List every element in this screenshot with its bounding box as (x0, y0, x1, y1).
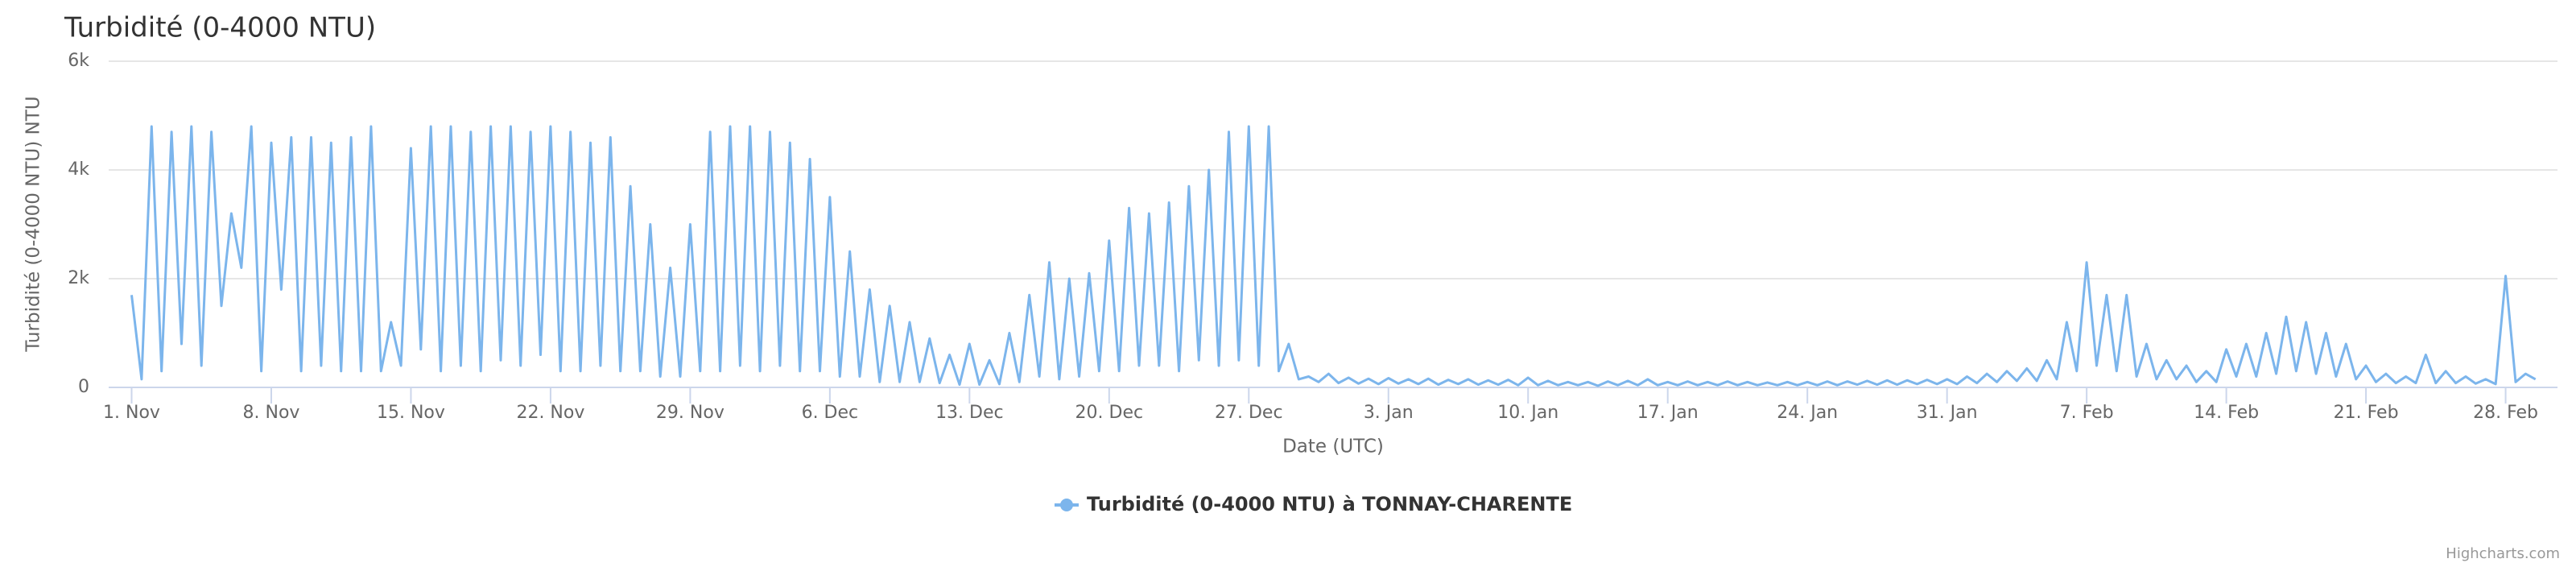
x-tick-label: 28. Feb (2473, 403, 2538, 423)
y-tick-label: 6k (68, 51, 89, 71)
x-tick-label: 20. Dec (1075, 403, 1144, 423)
x-tick-label: 14. Feb (2194, 403, 2259, 423)
x-tick-label: 17. Jan (1637, 403, 1699, 423)
x-tick-label: 22. Nov (516, 403, 584, 423)
y-axis-title: Turbidité (0-4000 NTU) NTU (23, 96, 44, 352)
x-tick-label: 13. Dec (935, 403, 1004, 423)
x-tick-label: 1. Nov (103, 403, 160, 423)
x-tick-label: 29. Nov (656, 403, 724, 423)
x-tick-label: 21. Feb (2334, 403, 2399, 423)
x-tick-label: 6. Dec (802, 403, 859, 423)
x-tick-label: 3. Jan (1364, 403, 1414, 423)
x-tick-label: 27. Dec (1215, 403, 1283, 423)
y-tick-label: 2k (68, 268, 89, 288)
x-tick-label: 15. Nov (377, 403, 445, 423)
y-tick-label: 0 (78, 377, 89, 397)
x-tick-label: 24. Jan (1777, 403, 1838, 423)
legend-label[interactable]: Turbidité (0-4000 NTU) à TONNAY-CHARENTE (1087, 493, 1572, 515)
chart-title: Turbidité (0-4000 NTU) (64, 12, 376, 44)
x-tick-label: 7. Feb (2060, 403, 2114, 423)
legend-symbol (1060, 499, 1073, 511)
x-axis-title: Date (UTC) (1282, 437, 1384, 457)
y-tick-label: 4k (68, 159, 89, 180)
x-tick-label: 8. Nov (243, 403, 300, 423)
x-tick-label: 31. Jan (1917, 403, 1978, 423)
credits: Highcharts.com (2446, 545, 2560, 562)
series-line (130, 125, 2537, 387)
x-tick-label: 10. Jan (1497, 403, 1558, 423)
